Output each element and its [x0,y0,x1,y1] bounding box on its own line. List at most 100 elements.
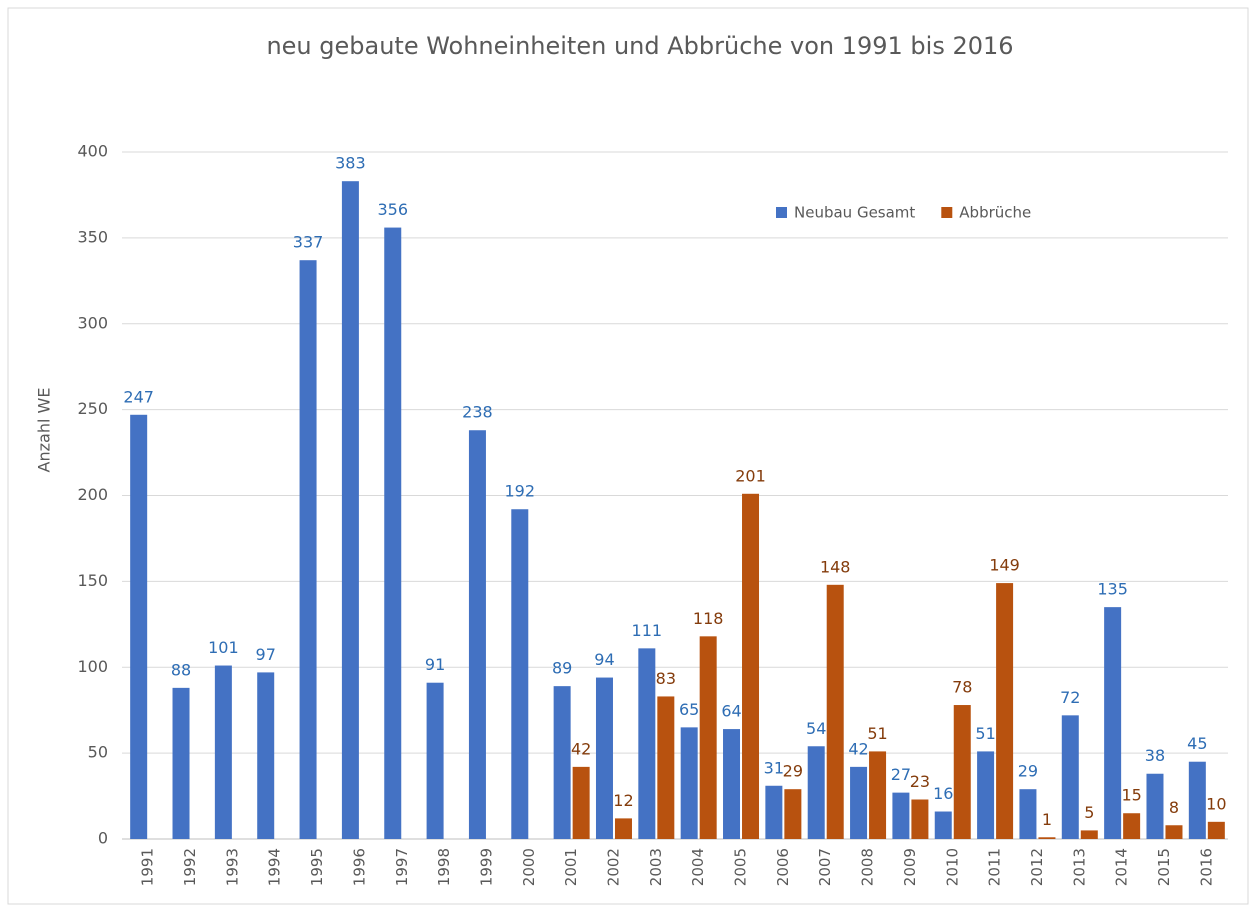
bar [468,430,486,839]
data-label: 192 [505,482,536,501]
data-label: 54 [806,719,826,738]
bar [1165,825,1183,839]
x-tick-label: 1994 [266,848,284,886]
bar [511,509,529,839]
chart-frame [7,7,1249,905]
data-label: 1 [1042,810,1052,829]
bar [1019,789,1037,839]
legend-label: Neubau Gesamt [794,204,915,222]
data-label: 64 [721,702,741,721]
bar [784,789,802,839]
bar [299,260,317,839]
data-label: 149 [989,556,1020,575]
data-label: 42 [848,739,868,758]
x-tick-label: 1992 [181,848,199,886]
data-label: 51 [975,724,995,743]
x-tick-label: 1993 [223,848,241,886]
y-tick-label: 100 [77,657,108,676]
x-tick-label: 2003 [647,848,665,886]
bar [341,181,359,839]
bar [911,799,929,839]
legend-label: Abbrüche [959,204,1031,222]
bar [384,227,402,839]
data-label: 51 [867,724,887,743]
x-tick-label: 2000 [520,848,538,886]
y-tick-label: 150 [77,571,108,590]
bar [850,766,868,839]
bar [1038,837,1056,839]
bar [553,686,571,839]
bar [1188,761,1206,839]
x-tick-label: 2007 [816,848,834,886]
data-label: 238 [462,403,493,422]
x-tick-label: 2011 [986,848,1004,886]
y-tick-label: 250 [77,399,108,418]
data-label: 201 [735,466,766,485]
data-label: 65 [679,700,699,719]
data-label: 10 [1206,794,1226,813]
y-axis-label: Anzahl WE [35,388,54,473]
bar [595,677,613,839]
bar [953,705,971,839]
bar [699,636,717,839]
y-tick-label: 300 [77,313,108,332]
x-tick-label: 2009 [901,848,919,886]
bar [657,696,675,839]
bar [1207,821,1225,839]
data-label: 118 [693,609,724,628]
x-tick-label: 1995 [308,848,326,886]
x-tick-label: 2005 [732,848,750,886]
data-label: 72 [1060,688,1080,707]
data-label: 16 [933,784,953,803]
data-label: 5 [1084,803,1094,822]
y-tick-label: 350 [77,227,108,246]
bar [996,583,1014,839]
bar [723,729,741,839]
y-tick-label: 400 [77,142,108,161]
data-label: 89 [552,659,572,678]
x-tick-label: 2015 [1155,848,1173,886]
bar [765,785,783,839]
data-label: 78 [952,678,972,697]
x-tick-label: 2012 [1028,848,1046,886]
legend-swatch [941,207,953,218]
bar [257,672,275,839]
bar [934,811,952,839]
data-label: 8 [1169,798,1179,817]
bar [892,792,910,839]
bar [572,766,590,839]
data-label: 27 [891,765,911,784]
data-label: 148 [820,557,851,576]
bar [1146,773,1164,839]
bar [1104,607,1122,839]
x-tick-label: 2001 [562,848,580,886]
data-label: 94 [594,650,614,669]
x-tick-label: 2014 [1113,848,1131,886]
x-tick-label: 2006 [774,848,792,886]
data-label: 83 [656,669,676,688]
data-label: 31 [764,758,784,777]
data-label: 97 [256,645,276,664]
bar [1080,830,1098,839]
x-tick-label: 2002 [604,848,622,886]
bar [1123,813,1141,839]
data-label: 91 [425,655,445,674]
data-label: 356 [377,200,408,219]
bar [130,414,148,839]
bar [680,727,698,839]
data-label: 29 [1018,762,1038,781]
data-label: 45 [1187,734,1207,753]
bar [869,751,887,839]
legend-swatch [776,207,787,218]
data-label: 42 [571,739,591,758]
bar [1061,715,1079,839]
x-tick-label: 1997 [393,848,411,886]
x-tick-label: 1998 [435,848,453,886]
bar [172,687,190,839]
data-label: 247 [123,387,154,406]
bar [426,682,444,839]
bar [742,493,760,839]
x-tick-label: 2013 [1070,848,1088,886]
chart-title: neu gebaute Wohneinheiten und Abbrüche v… [266,32,1013,60]
